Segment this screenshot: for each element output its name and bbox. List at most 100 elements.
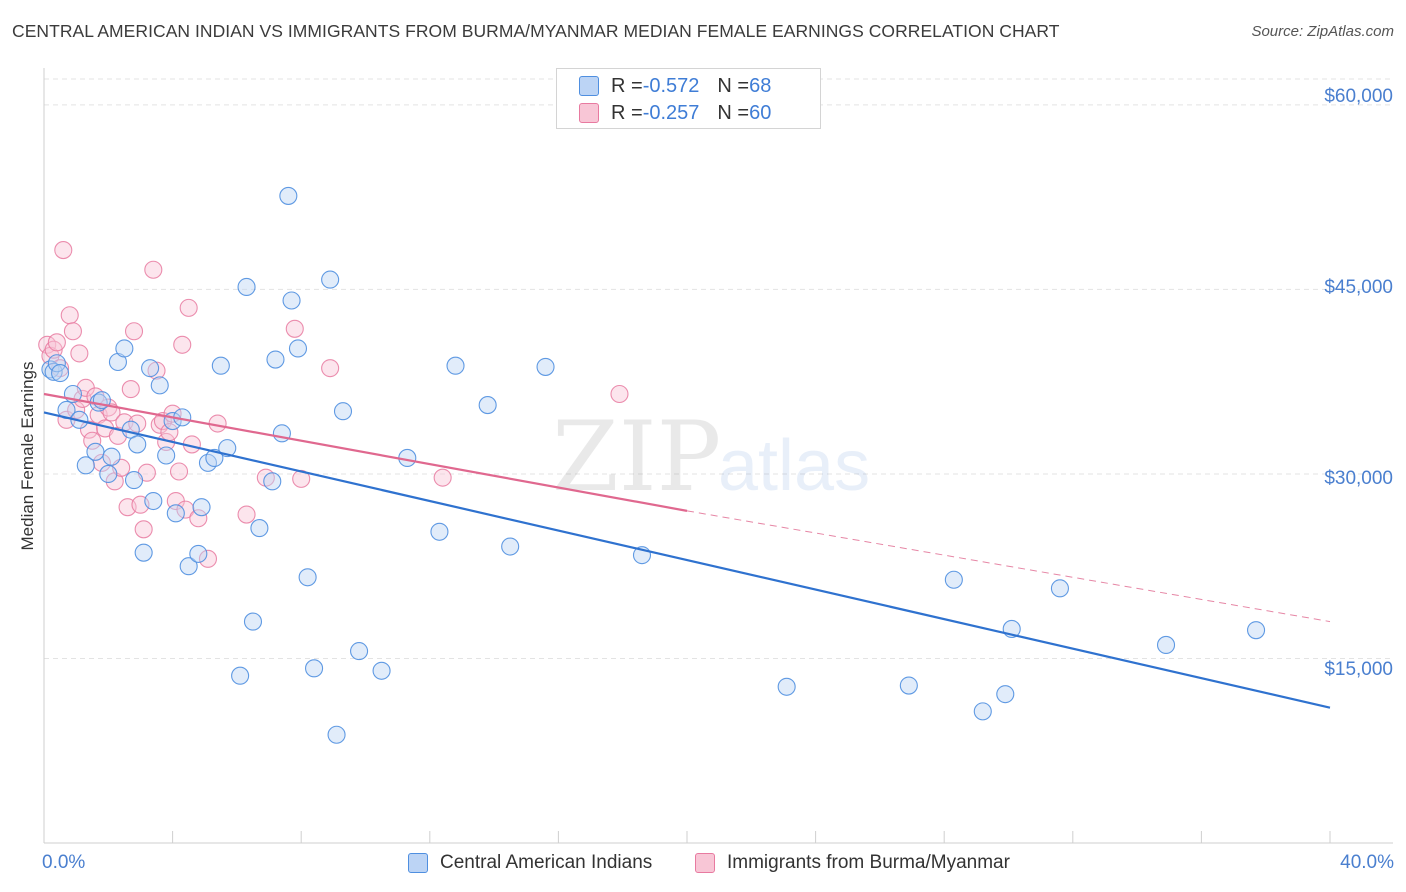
correlation-legend: R = -0.572 N = 68 R = -0.257 N = 60 [556, 68, 821, 129]
y-tick-60000: $60,000 [1324, 86, 1393, 107]
central-american-point [231, 666, 250, 685]
central-american-point [996, 685, 1015, 704]
central-american-point [144, 491, 163, 511]
central-american-point [51, 364, 70, 383]
central-american-point [86, 442, 105, 461]
burma-point [83, 431, 102, 450]
central-american-point [944, 570, 963, 589]
trend-line-burma-extension [686, 510, 1331, 623]
central-american-point [124, 471, 144, 490]
central-american-point [141, 359, 160, 378]
watermark-atlas: atlas [718, 426, 870, 506]
x-tick-min: 0.0% [42, 852, 86, 873]
burma-point [60, 306, 79, 325]
central-american-point [150, 376, 169, 395]
bottom-legend-label: Immigrants from Burma/Myanmar [727, 852, 1010, 873]
central-american-point [501, 537, 520, 556]
central-american-point [99, 464, 118, 484]
y-tick-15000: $15,000 [1324, 659, 1393, 680]
central-american-point [298, 568, 317, 587]
burma-point [285, 319, 304, 338]
central-american-point [243, 612, 263, 631]
central-american-point [973, 702, 992, 721]
bottom-legend-burma: Immigrants from Burma/Myanmar [695, 852, 1010, 874]
legend-r-label: R = [611, 74, 643, 97]
central-american-point [321, 270, 340, 289]
burma-point [70, 344, 89, 363]
trend-line-central-american [43, 411, 1331, 709]
burma-point [92, 453, 111, 472]
central-american-point [218, 439, 237, 458]
burma-point [198, 549, 218, 568]
watermark: ZIP atlas [552, 401, 870, 513]
central-american-point [237, 277, 256, 297]
central-american-point [372, 661, 391, 680]
axes [43, 68, 1393, 844]
central-american-point [478, 396, 497, 415]
bottom-legend-label: Central American Indians [440, 852, 653, 873]
burma-point [121, 380, 140, 399]
central-american-point [282, 291, 301, 310]
chart-title: CENTRAL AMERICAN INDIAN VS IMMIGRANTS FR… [12, 21, 1060, 41]
central-american-point [115, 339, 134, 358]
central-american-point [279, 186, 298, 205]
central-american-point [205, 448, 224, 468]
burma-point [176, 500, 195, 519]
central-american-point [157, 446, 176, 465]
central-american-point [446, 356, 465, 375]
central-american-point [305, 659, 324, 678]
central-american-point [76, 456, 95, 475]
central-american-point [102, 447, 121, 466]
burma-point [124, 322, 144, 341]
burma-point [169, 462, 189, 481]
burma-point [321, 359, 340, 378]
central-american-point [1156, 635, 1176, 654]
burma-point [134, 520, 153, 539]
central-american-point [128, 435, 147, 454]
legend-r-label: R = [611, 101, 643, 124]
central-american-point [536, 357, 555, 376]
central-american-point [134, 543, 153, 562]
legend-n-label: N = [717, 74, 750, 97]
burma-point [433, 468, 452, 487]
y-tick-45000: $45,000 [1324, 277, 1393, 298]
central-american-point [288, 339, 308, 358]
bottom-legend-swatch-pink [695, 853, 715, 873]
central-american-point [263, 472, 282, 491]
legend-swatch-blue [579, 76, 599, 96]
central-american-point [189, 544, 208, 563]
central-american-point [266, 350, 285, 369]
bottom-legend-swatch-blue [408, 853, 428, 873]
central-american-point [1050, 579, 1069, 598]
burma-point [189, 509, 208, 528]
central-american-point [899, 676, 918, 695]
trend-lines [43, 392, 1331, 709]
central-american-point [350, 642, 369, 661]
bottom-legend-central-american: Central American Indians [408, 852, 652, 874]
legend-n-label: N = [717, 101, 750, 124]
central-american-point [777, 677, 796, 696]
watermark-zip: ZIP [552, 401, 721, 513]
trend-line-burma [43, 392, 688, 512]
central-american-point [333, 402, 353, 421]
y-tick-30000: $30,000 [1324, 468, 1393, 489]
burma-point [237, 505, 256, 524]
central-american-point [1247, 621, 1266, 640]
burma-point [144, 260, 163, 279]
burma-point [173, 335, 192, 354]
legend-r-value: -0.572 [642, 74, 700, 97]
y-axis-label: Median Female Earnings [18, 361, 37, 551]
source-label: Source: ZipAtlas.com [1251, 23, 1394, 40]
burma-point [610, 384, 629, 404]
central-american-point [430, 522, 449, 541]
burma-point [47, 333, 66, 352]
burma-point [54, 241, 73, 260]
central-american-point [179, 557, 198, 576]
burma-point [102, 403, 121, 422]
central-american-point [250, 519, 269, 538]
x-tick-max: 40.0% [1340, 852, 1394, 873]
legend-r-value: -0.257 [642, 101, 700, 124]
burma-point [63, 322, 82, 341]
legend-n-value: 68 [749, 74, 772, 97]
